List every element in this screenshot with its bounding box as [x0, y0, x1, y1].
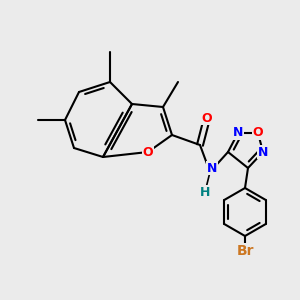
Text: N: N [258, 146, 268, 158]
Text: O: O [143, 146, 153, 158]
Text: N: N [233, 127, 243, 140]
Text: N: N [207, 161, 217, 175]
Text: O: O [253, 127, 263, 140]
Text: Br: Br [236, 244, 254, 258]
Text: O: O [202, 112, 212, 124]
Text: H: H [200, 185, 210, 199]
